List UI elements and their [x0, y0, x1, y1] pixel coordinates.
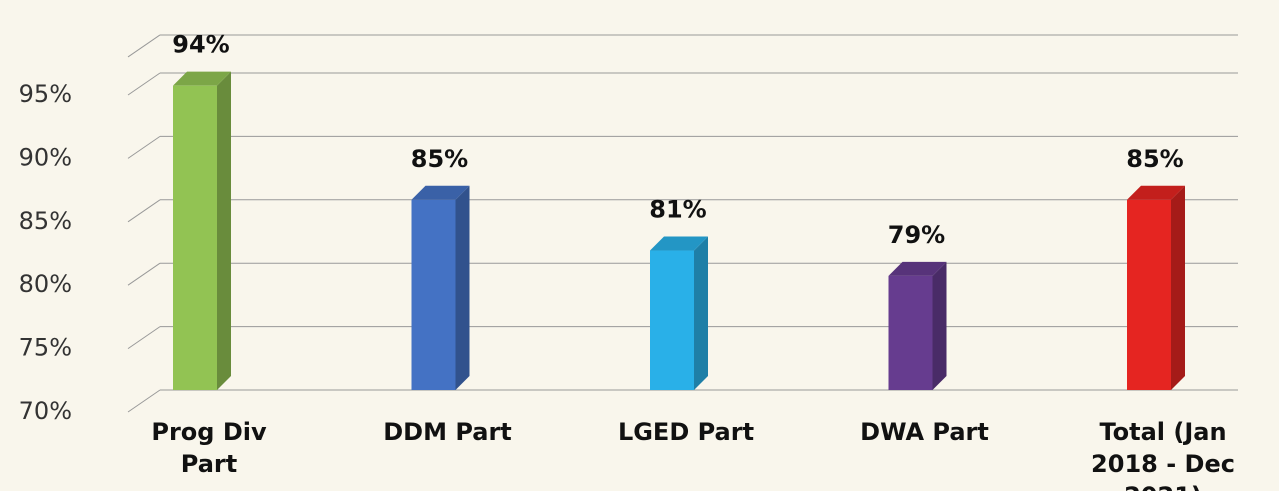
y-tick-label: 70% [19, 397, 72, 425]
bar [888, 275, 933, 390]
grid-diagonal-top [127, 34, 161, 58]
bar-top [173, 71, 231, 86]
grid-diagonal [127, 262, 161, 286]
y-tick-label: 75% [19, 334, 72, 362]
bar [650, 250, 694, 390]
x-tick-label: DDM Part [383, 418, 512, 446]
x-tick-label: Total (Jan 2018 - Dec 2021) [1091, 418, 1235, 491]
bar-top [411, 185, 470, 200]
value-label: 81% [649, 196, 706, 224]
bar-top [650, 236, 708, 251]
grid-diagonal [127, 199, 161, 223]
value-label: 94% [172, 31, 229, 59]
y-tick-label: 90% [19, 143, 72, 171]
bar-side [455, 185, 470, 390]
bar-side [217, 71, 231, 391]
bar-side [1171, 185, 1185, 390]
bar [1127, 199, 1171, 390]
y-tick-label: 95% [19, 80, 72, 108]
y-tick-label: 85% [19, 207, 72, 235]
grid-diagonal [127, 135, 161, 159]
bar [411, 199, 456, 390]
y-tick-label: 80% [19, 270, 72, 298]
value-label: 85% [1126, 145, 1183, 173]
bar-side [694, 236, 708, 390]
grid-diagonal [127, 72, 161, 96]
value-label: 79% [888, 221, 945, 249]
x-tick-label: LGED Part [617, 418, 755, 446]
grid-diagonal [127, 326, 161, 350]
x-tick-label: Prog Div Part [151, 418, 267, 478]
grid-diagonal [127, 389, 161, 413]
x-tick-label: DWA Part [860, 418, 989, 446]
bar-top [888, 261, 947, 276]
bar-side [932, 261, 947, 390]
bar [173, 85, 217, 391]
value-label: 85% [411, 145, 468, 173]
bar-top [1127, 185, 1185, 200]
